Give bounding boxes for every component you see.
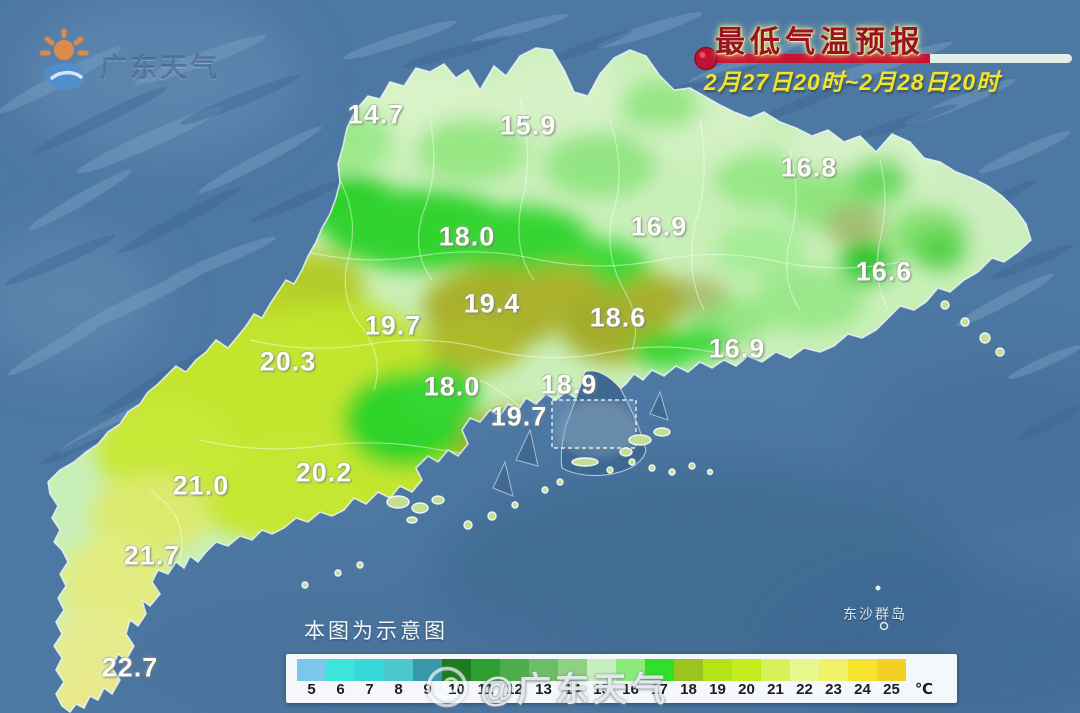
- temperature-label: 18.0: [423, 371, 481, 402]
- legend-color-swatch: [558, 659, 587, 681]
- legend-color-swatch: [326, 659, 355, 681]
- logo-wordmark: 广东天气: [100, 53, 220, 83]
- temperature-label: 15.9: [499, 110, 557, 141]
- guangdong-province-shape: [48, 48, 1031, 712]
- legend-temperature-value: 18: [680, 681, 697, 698]
- legend-color-swatch: [297, 659, 326, 681]
- legend-stop: 22: [790, 659, 819, 698]
- legend-color-swatch: [645, 659, 674, 681]
- legend-temperature-value: 16: [622, 681, 639, 698]
- temperature-label: 16.6: [855, 256, 913, 287]
- sun-cloud-logo-icon: [39, 28, 89, 90]
- temperature-label: 19.7: [490, 401, 548, 432]
- temperature-label: 18.6: [589, 302, 647, 333]
- legend-stop: 6: [326, 659, 355, 698]
- temperature-label: 20.2: [295, 457, 353, 488]
- legend-stop: 11: [471, 659, 500, 698]
- legend-color-swatch: [790, 659, 819, 681]
- legend-color-swatch: [413, 659, 442, 681]
- temperature-label: 18.0: [438, 221, 496, 252]
- legend-color-swatch: [819, 659, 848, 681]
- legend-stop: 10: [442, 659, 471, 698]
- legend-stop: 18: [674, 659, 703, 698]
- temperature-legend: 5 6 7 8 9 10 11 12 13 14 15 16 17 18 19 20 21 22 23 24 25 ℃: [286, 654, 957, 703]
- legend-temperature-value: 17: [651, 681, 668, 698]
- thermometer-icon: [694, 46, 1072, 71]
- legend-stop: 8: [384, 659, 413, 698]
- legend-temperature-value: 21: [767, 681, 784, 698]
- legend-stop: 19: [703, 659, 732, 698]
- legend-stop: 17: [645, 659, 674, 698]
- temperature-label: 18.9: [540, 369, 598, 400]
- temperature-label: 21.0: [172, 470, 230, 501]
- estuary-dashed-zone: [551, 399, 637, 449]
- legend-color-swatch: [761, 659, 790, 681]
- legend-color-swatch: [848, 659, 877, 681]
- legend-color-swatch: [703, 659, 732, 681]
- temperature-label: 21.7: [123, 540, 181, 571]
- legend-color-swatch: [442, 659, 471, 681]
- temperature-label: 19.7: [364, 310, 422, 341]
- legend-stop: 7: [355, 659, 384, 698]
- legend-temperature-value: 11: [477, 681, 494, 698]
- dongsha-islands-label: 东沙群岛: [843, 606, 907, 622]
- legend-color-swatch: [587, 659, 616, 681]
- legend-temperature-value: 25: [883, 681, 900, 698]
- legend-stop: 15: [587, 659, 616, 698]
- legend-unit-label: ℃: [914, 681, 934, 698]
- legend-color-swatch: [500, 659, 529, 681]
- legend-color-swatch: [384, 659, 413, 681]
- legend-color-swatch: [732, 659, 761, 681]
- legend-color-swatch: [616, 659, 645, 681]
- temperature-label: 19.4: [463, 288, 521, 319]
- dongsha-islands-dots: [875, 585, 889, 631]
- legend-stop: 23: [819, 659, 848, 698]
- legend-stop: 13: [529, 659, 558, 698]
- temperature-label: 16.9: [630, 211, 688, 242]
- legend-temperature-value: 6: [336, 681, 345, 698]
- district-boundaries: [149, 99, 901, 631]
- legend-temperature-value: 24: [854, 681, 871, 698]
- legend-color-swatch: [674, 659, 703, 681]
- legend-stop: 24: [848, 659, 877, 698]
- temperature-label: 14.7: [347, 99, 405, 130]
- legend-temperature-value: 19: [709, 681, 726, 698]
- legend-stop: 9: [413, 659, 442, 698]
- legend-temperature-value: 22: [796, 681, 813, 698]
- legend-temperature-value: 14: [564, 681, 581, 698]
- legend-color-swatch: [529, 659, 558, 681]
- legend-stop: 21: [761, 659, 790, 698]
- temperature-label: 16.9: [708, 333, 766, 364]
- temperature-label: 22.7: [101, 652, 159, 683]
- legend-stop: 14: [558, 659, 587, 698]
- legend-temperature-value: 8: [394, 681, 403, 698]
- legend-temperature-value: 7: [365, 681, 374, 698]
- forecast-title: 最低气温预报: [715, 26, 925, 59]
- legend-temperature-value: 9: [423, 681, 432, 698]
- legend-temperature-value: 15: [593, 681, 610, 698]
- schematic-note: 本图为示意图: [304, 620, 448, 643]
- legend-stop: 5: [297, 659, 326, 698]
- legend-color-swatch: [877, 659, 906, 681]
- legend-stop: 12: [500, 659, 529, 698]
- legend-unit: ℃: [906, 659, 942, 698]
- temperature-label: 20.3: [259, 346, 317, 377]
- legend-stop: 16: [616, 659, 645, 698]
- legend-stop: 20: [732, 659, 761, 698]
- legend-temperature-value: 13: [535, 681, 552, 698]
- coastal-islands: [301, 300, 1005, 589]
- legend-temperature-value: 5: [307, 681, 316, 698]
- gdweather-logo: 广东天气: [34, 26, 220, 98]
- legend-temperature-value: 20: [738, 681, 755, 698]
- legend-color-swatch: [355, 659, 384, 681]
- legend-stop: 25: [877, 659, 906, 698]
- legend-temperature-value: 10: [448, 681, 465, 698]
- temperature-label: 16.8: [780, 152, 838, 183]
- legend-temperature-value: 12: [506, 681, 523, 698]
- legend-temperature-value: 23: [825, 681, 842, 698]
- forecast-period: 2月27日20时~2月28日20时: [703, 69, 1001, 95]
- legend-color-swatch: [471, 659, 500, 681]
